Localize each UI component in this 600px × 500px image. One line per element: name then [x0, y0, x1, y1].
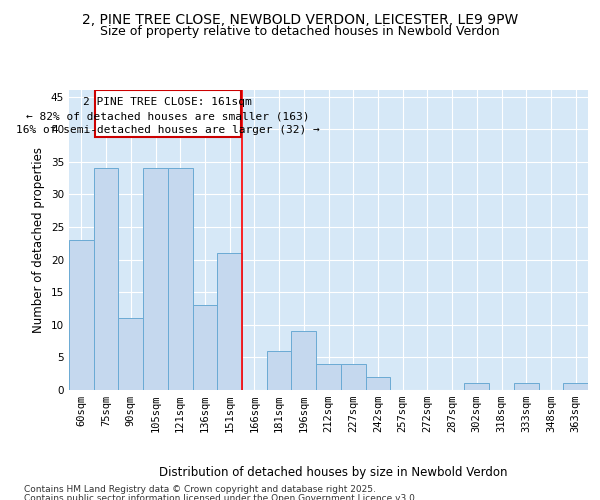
- Bar: [143, 168, 168, 390]
- Bar: [292, 332, 316, 390]
- Text: 2 PINE TREE CLOSE: 161sqm: 2 PINE TREE CLOSE: 161sqm: [83, 97, 252, 107]
- Bar: [95, 90, 241, 137]
- Text: Size of property relative to detached houses in Newbold Verdon: Size of property relative to detached ho…: [100, 25, 500, 38]
- Bar: [563, 384, 588, 390]
- Bar: [193, 305, 217, 390]
- Bar: [217, 253, 242, 390]
- Text: 2, PINE TREE CLOSE, NEWBOLD VERDON, LEICESTER, LE9 9PW: 2, PINE TREE CLOSE, NEWBOLD VERDON, LEIC…: [82, 12, 518, 26]
- Bar: [267, 351, 292, 390]
- Bar: [514, 384, 539, 390]
- Y-axis label: Number of detached properties: Number of detached properties: [32, 147, 46, 333]
- Text: Contains public sector information licensed under the Open Government Licence v3: Contains public sector information licen…: [24, 494, 418, 500]
- Text: 16% of semi-detached houses are larger (32) →: 16% of semi-detached houses are larger (…: [16, 125, 320, 135]
- Bar: [365, 377, 390, 390]
- Bar: [118, 318, 143, 390]
- Bar: [464, 384, 489, 390]
- Text: ← 82% of detached houses are smaller (163): ← 82% of detached houses are smaller (16…: [26, 112, 310, 122]
- Text: Distribution of detached houses by size in Newbold Verdon: Distribution of detached houses by size …: [159, 466, 507, 479]
- Bar: [69, 240, 94, 390]
- Text: Contains HM Land Registry data © Crown copyright and database right 2025.: Contains HM Land Registry data © Crown c…: [24, 485, 376, 494]
- Bar: [168, 168, 193, 390]
- Bar: [341, 364, 365, 390]
- Bar: [316, 364, 341, 390]
- Bar: [94, 168, 118, 390]
